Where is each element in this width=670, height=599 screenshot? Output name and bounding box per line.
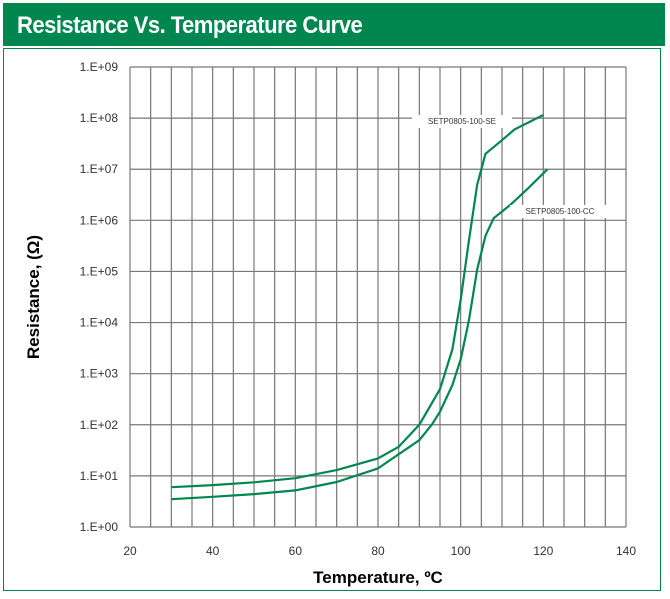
y-tick-label: 1.E+09 [80, 60, 119, 74]
y-tick-label: 1.E+05 [80, 264, 119, 278]
x-tick-label: 40 [206, 544, 220, 558]
chart-frame [3, 48, 661, 591]
x-tick-label: 140 [616, 544, 636, 558]
y-tick-label: 1.E+02 [80, 418, 119, 432]
series-label: SETP0805-100-CC [526, 207, 595, 216]
chart-header: Resistance Vs. Temperature Curve [3, 3, 665, 46]
y-tick-label: 1.E+03 [80, 367, 119, 381]
y-tick-label: 1.E+04 [80, 316, 119, 330]
series-label: SETP0805-100-SE [428, 117, 496, 126]
y-tick-label: 1.E+06 [80, 213, 119, 227]
x-tick-label: 60 [289, 544, 303, 558]
series-label-bg [510, 205, 610, 218]
y-tick-label: 1.E+08 [80, 111, 119, 125]
x-tick-label: 80 [371, 544, 385, 558]
y-tick-label: 1.E+07 [80, 162, 119, 176]
x-tick-label: 100 [451, 544, 471, 558]
x-axis-title: Temperature, ºC [313, 568, 443, 587]
y-axis-title: Resistance, (Ω) [24, 235, 43, 359]
x-tick-label: 20 [123, 544, 137, 558]
series-label-bg [412, 115, 512, 128]
x-tick-label: 120 [533, 544, 553, 558]
chart-title: Resistance Vs. Temperature Curve [17, 12, 363, 39]
y-tick-label: 1.E+00 [80, 520, 119, 534]
y-tick-label: 1.E+01 [80, 469, 119, 483]
series-line [171, 114, 544, 489]
series-line [171, 168, 549, 501]
